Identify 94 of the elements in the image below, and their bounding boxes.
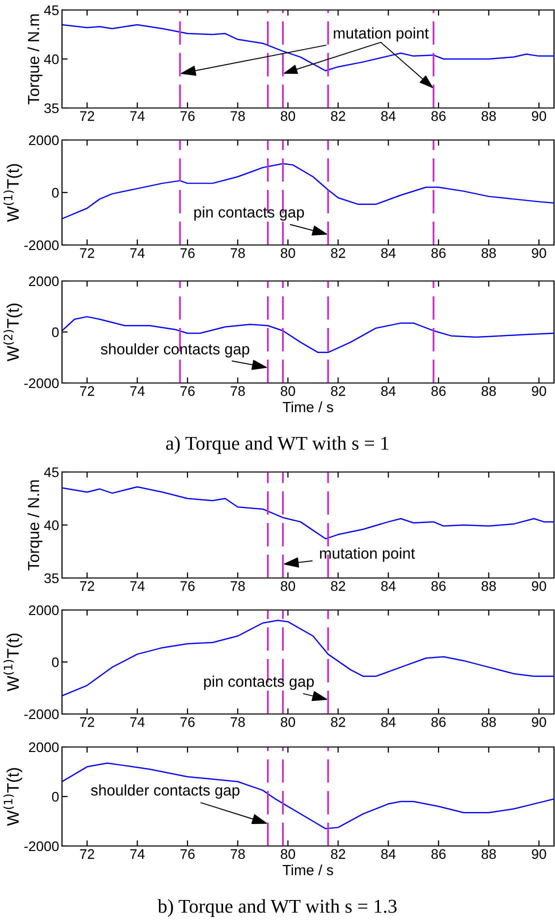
text: a) Torque and WT with s = 1 — [166, 436, 388, 454]
x-axis-title: Time / s — [282, 402, 334, 412]
x-tick-label: 86 — [431, 849, 446, 859]
x-tick-label: 84 — [381, 248, 396, 258]
y-tick-label: 2000 — [29, 605, 59, 616]
y-axis-title: W$^{(1)}$T(t) — [3, 164, 22, 222]
x-tick-label: 72 — [80, 111, 94, 121]
y-axis-title: W$^{(1)}$T(t) — [3, 634, 22, 692]
y-axis-title: Torque / N.m — [27, 480, 42, 570]
x-tick-label: 84 — [381, 849, 396, 859]
y-tick-label: 0 — [52, 792, 59, 802]
x-tick-label: 90 — [532, 386, 546, 396]
y-tick-label: 0 — [52, 657, 59, 668]
x-tick-label: 80 — [280, 111, 296, 121]
x-tick-label: 74 — [130, 248, 145, 258]
x-tick-label: 82 — [331, 111, 346, 121]
x-tick-label: 80 — [280, 717, 296, 727]
y-tick-label: -2000 — [24, 240, 59, 250]
x-tick-label: 86 — [431, 717, 446, 727]
y-tick-label: 2000 — [29, 276, 59, 286]
annotation: pin contacts gap — [194, 206, 304, 221]
x-tick-label: 72 — [80, 386, 94, 396]
x-tick-label: 74 — [130, 717, 145, 727]
x-tick-label: 88 — [482, 111, 496, 121]
x-tick-label: 90 — [532, 717, 546, 727]
x-tick-label: 80 — [280, 248, 296, 258]
x-tick-label: 78 — [230, 111, 245, 121]
text: b) Torque and WT with s = 1.3 — [158, 899, 397, 917]
x-tick-label: 86 — [431, 111, 446, 121]
x-tick-label: 74 — [130, 581, 145, 591]
x-tick-label: 82 — [331, 581, 346, 591]
x-tick-label: 78 — [230, 849, 245, 859]
x-tick-label: 84 — [381, 581, 396, 591]
x-tick-label: 90 — [532, 248, 546, 258]
y-tick-label: 45 — [44, 5, 59, 16]
x-axis-title: Time / s — [282, 864, 334, 876]
x-tick-label: 84 — [381, 717, 396, 727]
y-axis-title: Torque / N.m — [27, 14, 42, 104]
x-tick-label: 88 — [482, 386, 496, 396]
x-tick-label: 76 — [180, 111, 195, 121]
x-tick-label: 74 — [130, 111, 145, 121]
x-tick-label: 88 — [482, 581, 496, 591]
x-tick-label: 86 — [431, 386, 446, 396]
y-tick-label: -2000 — [24, 841, 59, 852]
x-tick-label: 76 — [180, 849, 195, 859]
x-tick-label: 90 — [532, 849, 546, 859]
y-tick-label: -2000 — [24, 378, 59, 388]
y-tick-label: 0 — [52, 327, 59, 338]
x-tick-label: 88 — [482, 849, 496, 859]
x-tick-label: 88 — [482, 717, 496, 727]
x-tick-label: 76 — [180, 386, 195, 396]
x-tick-label: 76 — [180, 248, 195, 258]
x-tick-label: 78 — [230, 717, 245, 727]
x-tick-label: 74 — [130, 386, 145, 396]
x-tick-label: 80 — [280, 581, 296, 591]
x-tick-label: 76 — [180, 581, 195, 591]
x-tick-label: 86 — [431, 248, 446, 258]
annotation: shoulder contacts gap — [91, 784, 240, 799]
x-tick-label: 80 — [280, 386, 296, 396]
annotation: mutation point — [334, 27, 429, 42]
x-tick-label: 82 — [331, 717, 346, 727]
x-tick-label: 80 — [280, 849, 296, 859]
y-tick-label: 2000 — [29, 135, 59, 146]
x-tick-label: 72 — [80, 248, 94, 258]
x-tick-label: 78 — [230, 248, 245, 258]
annotation: pin contacts gap — [204, 676, 314, 690]
x-tick-label: 72 — [80, 717, 94, 727]
x-tick-label: 76 — [180, 717, 195, 727]
y-axis-title: W$^{(2)}$T(t) — [3, 304, 22, 362]
y-tick-label: 40 — [44, 520, 59, 530]
y-axis-title: W$^{(1)}$T(t) — [3, 768, 22, 826]
y-tick-label: 0 — [52, 188, 59, 198]
x-tick-label: 78 — [230, 581, 245, 591]
y-tick-label: 35 — [44, 573, 59, 584]
y-tick-label: 40 — [44, 54, 59, 64]
y-tick-label: -2000 — [24, 709, 59, 720]
x-tick-label: 84 — [381, 111, 396, 121]
annotation: mutation point — [320, 548, 415, 562]
x-tick-label: 72 — [80, 581, 94, 591]
x-tick-label: 78 — [230, 386, 245, 396]
y-tick-label: 2000 — [29, 742, 59, 752]
x-tick-label: 74 — [130, 849, 145, 859]
y-tick-label: 45 — [44, 467, 59, 478]
x-tick-label: 72 — [80, 849, 94, 859]
x-tick-label: 82 — [331, 248, 346, 258]
x-tick-label: 90 — [532, 581, 546, 591]
x-tick-label: 90 — [532, 111, 546, 121]
annotation: shoulder contacts gap — [100, 343, 250, 358]
x-tick-label: 82 — [331, 386, 346, 396]
y-tick-label: 35 — [44, 103, 59, 114]
x-tick-label: 88 — [482, 248, 496, 258]
x-tick-label: 84 — [381, 386, 396, 396]
x-tick-label: 82 — [331, 849, 346, 859]
x-tick-label: 86 — [431, 581, 446, 591]
